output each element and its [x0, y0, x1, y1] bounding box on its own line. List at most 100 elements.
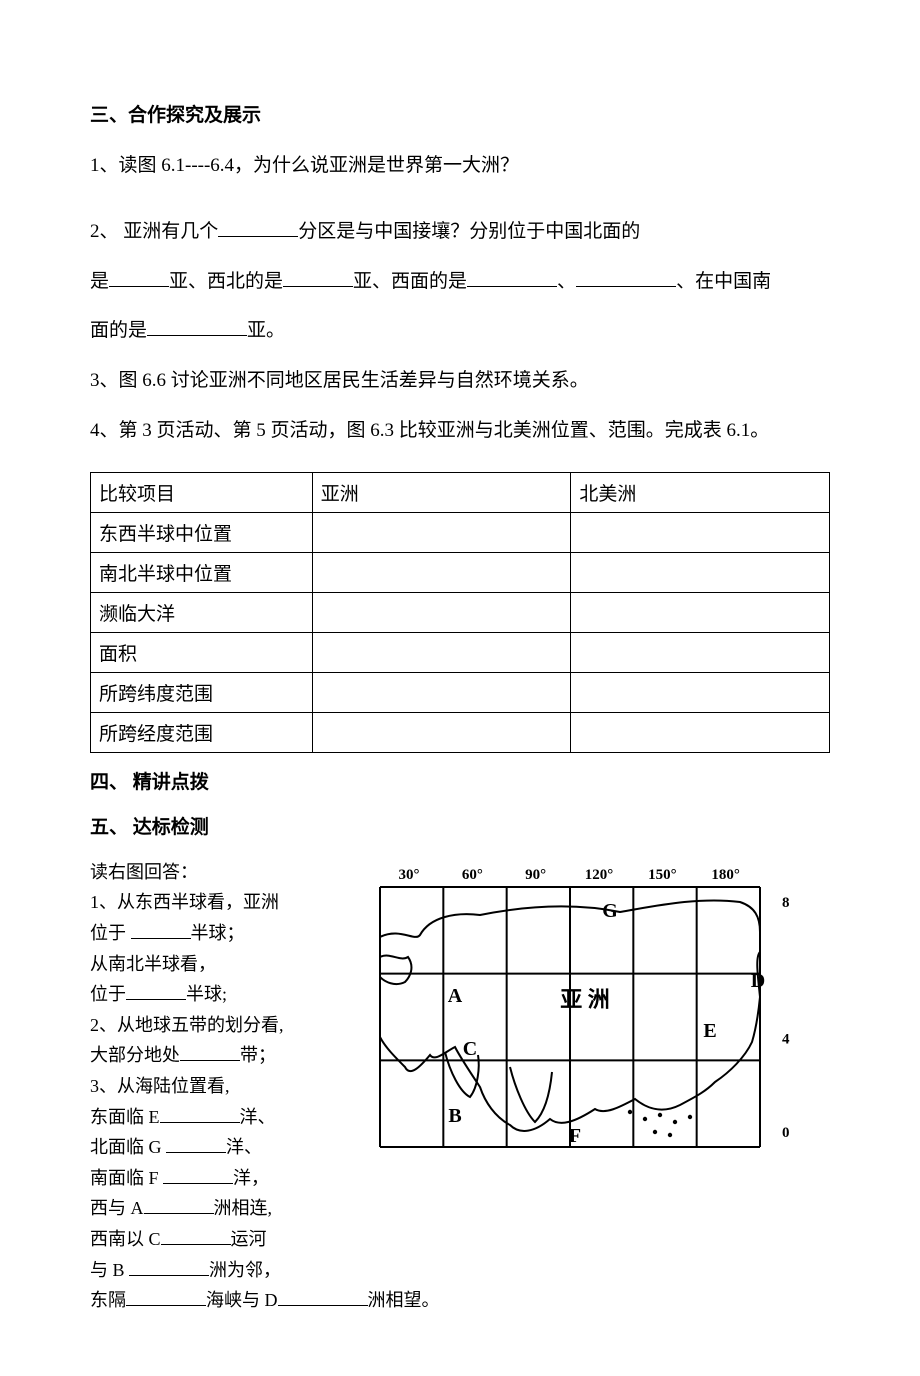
blank[interactable]	[180, 1042, 240, 1061]
q2d: 亚、西北的是	[169, 271, 283, 292]
t: 与 B	[90, 1260, 129, 1280]
cell[interactable]	[571, 552, 830, 592]
t: 洋、	[226, 1137, 262, 1157]
blank[interactable]	[576, 267, 676, 287]
row-label: 南北半球中位置	[91, 552, 313, 592]
s5-l3e: 西与 A洲相连,	[90, 1193, 340, 1224]
blank[interactable]	[131, 920, 191, 939]
svg-text:C: C	[463, 1038, 477, 1060]
cell[interactable]	[312, 632, 571, 672]
table-row: 南北半球中位置	[91, 552, 830, 592]
svg-text:120°: 120°	[585, 867, 614, 883]
svg-text:A: A	[448, 985, 463, 1007]
t: 半球；	[191, 923, 245, 943]
table-row: 所跨纬度范围	[91, 672, 830, 712]
t: 带；	[240, 1045, 276, 1065]
t: 洋，	[233, 1168, 269, 1188]
s5-intro: 读右图回答：	[90, 857, 340, 888]
t: 东隔	[90, 1290, 126, 1310]
cell[interactable]	[571, 512, 830, 552]
th-na: 北美洲	[571, 472, 830, 512]
blank[interactable]	[126, 1287, 206, 1306]
blank[interactable]	[278, 1287, 368, 1306]
blank[interactable]	[126, 981, 186, 1000]
q2-line1: 2、 亚洲有几个 分区是与中国接壤？分别位于中国北面的	[90, 211, 830, 253]
s5-l3a: 3、从海陆位置看,	[90, 1071, 340, 1102]
blank[interactable]	[283, 267, 353, 287]
blank[interactable]	[144, 1195, 214, 1214]
blank[interactable]	[109, 267, 169, 287]
section3-heading: 三、合作探究及展示	[90, 100, 830, 127]
cell[interactable]	[312, 512, 571, 552]
cell[interactable]	[312, 712, 571, 752]
q2g: 、在中国南	[676, 271, 771, 292]
table-row: 比较项目 亚洲 北美洲	[91, 472, 830, 512]
s5-l3b: 东面临 E 洋、	[90, 1102, 340, 1133]
q2a: 2、 亚洲有几个	[90, 221, 218, 242]
t: 海峡与 D	[206, 1290, 278, 1310]
t: 位于	[90, 984, 126, 1004]
s5-l1d: 位于半球;	[90, 979, 340, 1010]
svg-text:G: G	[602, 900, 618, 922]
cell[interactable]	[571, 712, 830, 752]
svg-text:150°: 150°	[648, 867, 677, 883]
t: 洋、	[240, 1107, 276, 1127]
t: 大部分地处	[90, 1045, 180, 1065]
cell[interactable]	[571, 672, 830, 712]
t: 北面临 G	[90, 1137, 166, 1157]
t: 西与 A	[90, 1198, 144, 1218]
cell[interactable]	[312, 552, 571, 592]
s5-l1a: 1、从东西半球看，亚洲	[90, 887, 340, 918]
blank[interactable]	[218, 217, 298, 237]
svg-text:30°: 30°	[399, 867, 420, 883]
row-label: 所跨纬度范围	[91, 672, 313, 712]
section4-heading: 四、 精讲点拨	[90, 767, 830, 794]
table-row: 所跨经度范围	[91, 712, 830, 752]
q3: 3、图 6.6 讨论亚洲不同地区居民生活差异与自然环境关系。	[90, 360, 830, 402]
cell[interactable]	[312, 592, 571, 632]
svg-text:180°: 180°	[711, 867, 740, 883]
blank[interactable]	[147, 316, 247, 336]
blank[interactable]	[163, 1165, 233, 1184]
blank[interactable]	[160, 1104, 240, 1123]
s5-l3g: 与 B 洲为邻，	[90, 1255, 340, 1286]
t: 东面临 E	[90, 1107, 160, 1127]
th-asia: 亚洲	[312, 472, 571, 512]
row-label: 东西半球中位置	[91, 512, 313, 552]
row-label: 所跨经度范围	[91, 712, 313, 752]
blank[interactable]	[129, 1257, 209, 1276]
s5-l1b: 位于 半球；	[90, 918, 340, 949]
t: 运河	[231, 1229, 267, 1249]
svg-text:40°: 40°	[782, 1031, 790, 1047]
svg-text:80°: 80°	[782, 895, 790, 911]
s5-l3d: 南面临 F 洋，	[90, 1163, 340, 1194]
asia-map: 30°60°90°120°150°180°80°40°0°ABCDEFG亚 洲	[360, 857, 790, 1167]
cell[interactable]	[312, 672, 571, 712]
table-row: 面积	[91, 632, 830, 672]
cell[interactable]	[571, 632, 830, 672]
s5-l2a: 2、从地球五带的划分看,	[90, 1010, 340, 1041]
blank[interactable]	[166, 1134, 226, 1153]
blank[interactable]	[161, 1226, 231, 1245]
svg-text:0°: 0°	[782, 1125, 790, 1141]
q4: 4、第 3 页活动、第 5 页活动，图 6.3 比较亚洲与北美洲位置、范围。完成…	[90, 410, 830, 452]
s5-l3c: 北面临 G 洋、	[90, 1132, 340, 1163]
q2f: 、	[557, 271, 576, 292]
table-row: 濒临大洋	[91, 592, 830, 632]
svg-text:F: F	[569, 1125, 581, 1147]
q2b: 分区是与中国接壤？分别位于中国北面的	[298, 221, 640, 242]
blank[interactable]	[467, 267, 557, 287]
map-container: 30°60°90°120°150°180°80°40°0°ABCDEFG亚 洲	[360, 857, 830, 1172]
svg-text:60°: 60°	[462, 867, 483, 883]
q2c: 是	[90, 271, 109, 292]
cell[interactable]	[571, 592, 830, 632]
row-label: 面积	[91, 632, 313, 672]
s5-l2b: 大部分地处 带；	[90, 1040, 340, 1071]
t: 西南以 C	[90, 1229, 161, 1249]
t: 洲相望。	[368, 1290, 440, 1310]
row-label: 濒临大洋	[91, 592, 313, 632]
q2-line3: 面的是亚。	[90, 310, 830, 352]
section5-text: 读右图回答： 1、从东西半球看，亚洲 位于 半球； 从南北半球看， 位于半球; …	[90, 857, 340, 1285]
t: 位于	[90, 923, 131, 943]
svg-text:D: D	[751, 970, 765, 992]
